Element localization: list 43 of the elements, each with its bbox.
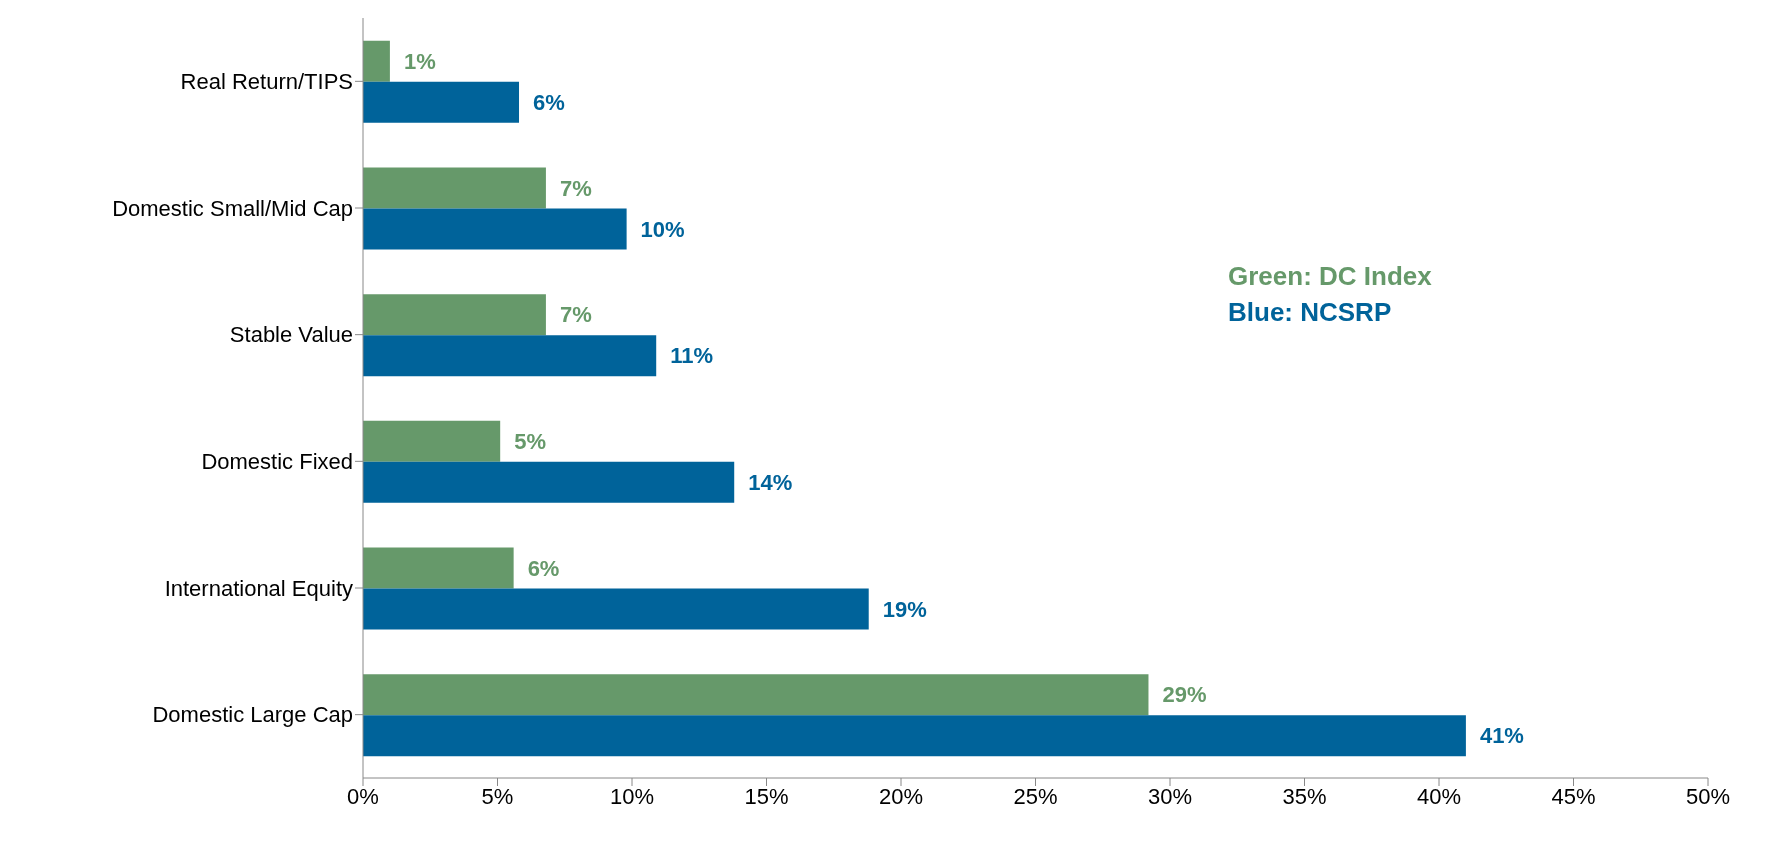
bar [363, 335, 657, 377]
text: Blue: NCSRP [1228, 296, 1393, 329]
bar [363, 81, 520, 123]
x-tick-label: 20% [878, 783, 924, 809]
data-label: 1% [403, 49, 436, 74]
bar [363, 167, 546, 209]
x-tick-label: 40% [1416, 783, 1462, 809]
x-tick-label: 30% [1147, 783, 1193, 809]
bar [363, 461, 735, 503]
x-tick-label: 45% [1551, 783, 1596, 809]
data-label: 29% [1162, 682, 1207, 708]
x-tick-label: 5% [481, 783, 514, 809]
x-tick-label: 10% [609, 783, 655, 809]
data-label: 6% [527, 555, 560, 581]
y-tick-label: International Equity [164, 575, 353, 601]
data-label: 7% [559, 302, 592, 328]
y-tick-label: Domestic Fixed [201, 449, 353, 475]
data-label: 7% [559, 175, 592, 201]
x-tick-label: 35% [1282, 783, 1327, 809]
y-tick-label: Real Return/TIPS [180, 69, 353, 95]
y-tick-label: Domestic Small/Mid Cap [112, 195, 353, 221]
data-label: 41% [1479, 723, 1524, 749]
x-tick-label: 0% [347, 783, 379, 809]
x-tick-label: 50% [1685, 783, 1731, 809]
bar [363, 715, 1466, 757]
bar [363, 208, 627, 250]
bar [363, 420, 501, 462]
x-tick-label: 15% [744, 783, 789, 809]
data-label: 14% [748, 470, 793, 495]
bar [363, 588, 869, 630]
data-label: 10% [640, 216, 685, 242]
data-label: 11% [670, 343, 714, 369]
text: Green: DC Index [1228, 260, 1432, 293]
data-label: 5% [514, 429, 546, 454]
y-tick-label: Stable Value [229, 322, 353, 348]
bar [363, 40, 390, 82]
bar [363, 674, 1149, 716]
x-tick-label: 25% [1013, 783, 1058, 809]
data-label: 19% [882, 596, 927, 622]
y-tick-label: Domestic Large Cap [152, 702, 353, 728]
bar [363, 547, 514, 589]
bar [363, 294, 546, 336]
data-label: 6% [533, 90, 565, 115]
